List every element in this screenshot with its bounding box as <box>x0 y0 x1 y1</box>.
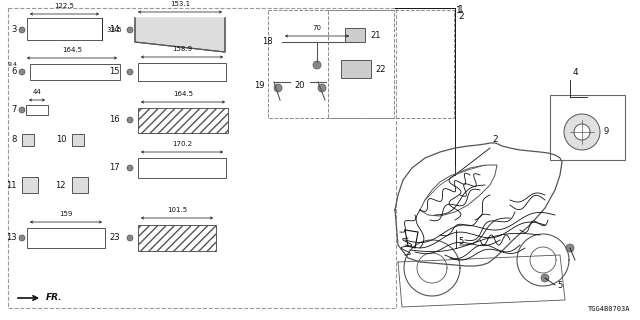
Circle shape <box>274 84 282 92</box>
Bar <box>8 8 396 308</box>
Bar <box>22 177 38 193</box>
Text: 5: 5 <box>557 282 563 291</box>
Text: TGG4B0703A: TGG4B0703A <box>588 306 630 312</box>
Bar <box>27 18 102 40</box>
Text: 70: 70 <box>312 25 321 31</box>
Text: 11: 11 <box>6 180 17 189</box>
Text: 21: 21 <box>370 30 381 39</box>
Circle shape <box>574 124 590 140</box>
Text: 22: 22 <box>375 65 385 74</box>
Text: 6: 6 <box>12 68 17 76</box>
Text: 3: 3 <box>12 26 17 35</box>
Text: 7: 7 <box>12 106 17 115</box>
Text: 1: 1 <box>458 5 464 14</box>
Circle shape <box>19 27 25 33</box>
Polygon shape <box>135 18 225 52</box>
Text: 8: 8 <box>12 135 17 145</box>
Text: 170.2: 170.2 <box>172 141 192 147</box>
Circle shape <box>127 117 133 123</box>
Bar <box>138 63 226 81</box>
Text: 12: 12 <box>56 180 66 189</box>
Circle shape <box>313 61 321 69</box>
Bar <box>72 134 84 146</box>
Text: 18: 18 <box>262 37 273 46</box>
Bar <box>72 177 88 193</box>
Text: 33.5: 33.5 <box>106 27 122 33</box>
Text: 20: 20 <box>294 81 305 90</box>
Text: 101.5: 101.5 <box>167 207 187 213</box>
Text: 23: 23 <box>109 234 120 243</box>
Bar <box>138 225 216 251</box>
Text: 10: 10 <box>56 135 67 145</box>
Text: 2: 2 <box>492 135 498 144</box>
Bar <box>27 228 105 248</box>
Text: 44: 44 <box>33 89 42 95</box>
Text: 1: 1 <box>456 6 461 15</box>
Text: 16: 16 <box>109 116 120 124</box>
Text: 9: 9 <box>603 127 608 137</box>
Text: 13: 13 <box>6 234 17 243</box>
Circle shape <box>566 244 574 252</box>
Text: 153.1: 153.1 <box>170 1 190 7</box>
Bar <box>30 64 120 80</box>
Bar <box>341 60 371 78</box>
Circle shape <box>127 165 133 171</box>
Bar <box>138 108 228 133</box>
Bar <box>345 28 365 42</box>
Circle shape <box>19 69 25 75</box>
Circle shape <box>541 274 549 282</box>
Text: 159: 159 <box>60 211 73 217</box>
Text: 164.5: 164.5 <box>62 47 82 53</box>
Circle shape <box>127 69 133 75</box>
Circle shape <box>318 84 326 92</box>
Text: 122.5: 122.5 <box>54 3 74 9</box>
Bar <box>328 10 454 118</box>
Circle shape <box>19 107 25 113</box>
Text: 2: 2 <box>458 12 463 21</box>
Bar <box>26 105 48 115</box>
Bar <box>268 10 394 118</box>
Text: 14: 14 <box>109 26 120 35</box>
Text: 164.5: 164.5 <box>173 91 193 97</box>
Circle shape <box>19 235 25 241</box>
Text: 19: 19 <box>255 81 265 90</box>
Text: FR.: FR. <box>46 293 63 302</box>
Text: 9.4: 9.4 <box>8 61 18 67</box>
Circle shape <box>127 27 133 33</box>
Bar <box>22 134 34 146</box>
Text: 4: 4 <box>572 68 578 77</box>
Bar <box>138 158 226 178</box>
Text: 5: 5 <box>458 237 463 246</box>
Text: 15: 15 <box>109 68 120 76</box>
Bar <box>550 95 625 160</box>
Text: 158.9: 158.9 <box>172 46 192 52</box>
Circle shape <box>564 114 600 150</box>
Text: 17: 17 <box>109 164 120 172</box>
Circle shape <box>127 235 133 241</box>
